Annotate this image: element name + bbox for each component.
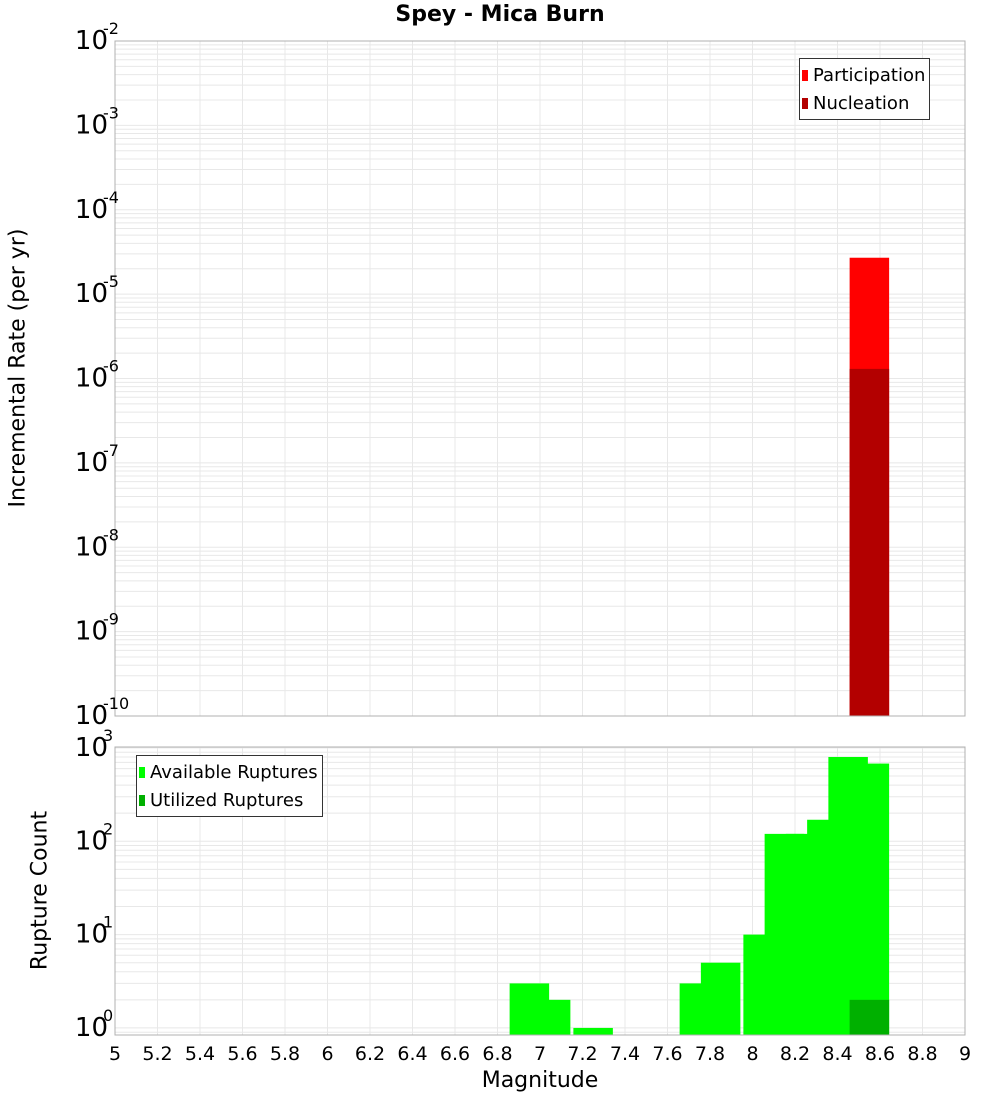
utilized-ruptures-bar xyxy=(849,999,890,1035)
available-swatch-icon xyxy=(139,766,145,778)
top-plot-area xyxy=(114,40,966,717)
top-legend: Participation Nucleation xyxy=(799,58,931,120)
y-tick-exponent: -10 xyxy=(103,694,129,713)
x-tick-label: 8.4 xyxy=(822,1043,852,1065)
x-tick-label: 8.2 xyxy=(780,1043,810,1065)
x-tick-label: 7.4 xyxy=(610,1043,640,1065)
legend-label: Utilized Ruptures xyxy=(150,789,304,811)
legend-item-participation: Participation xyxy=(802,61,925,89)
x-tick-label: 5 xyxy=(109,1043,121,1065)
x-tick-label: 6 xyxy=(321,1043,333,1065)
bottom-legend: Available Ruptures Utilized Ruptures xyxy=(136,755,323,817)
x-tick-label: 7 xyxy=(534,1043,546,1065)
available-ruptures-bar xyxy=(573,1027,613,1035)
y-tick-exponent: -9 xyxy=(103,610,119,629)
legend-label: Participation xyxy=(813,64,926,86)
y-tick-exponent: 1 xyxy=(103,913,113,932)
available-ruptures-bar xyxy=(530,999,571,1035)
y-tick-exponent: -3 xyxy=(103,103,119,122)
bottom-axis-frame xyxy=(114,746,966,1036)
x-tick-label: 6.4 xyxy=(397,1043,427,1065)
utilized-swatch-icon xyxy=(139,794,145,806)
nucleation-bar xyxy=(849,368,890,716)
y-tick-exponent: -2 xyxy=(103,19,119,38)
y-tick-label: 10 xyxy=(75,448,108,478)
y-tick-exponent: 3 xyxy=(103,726,113,745)
x-tick-label: 5.8 xyxy=(270,1043,300,1065)
x-tick-label: 6.6 xyxy=(440,1043,470,1065)
y-tick-label: 10 xyxy=(75,617,108,647)
y-tick-exponent: -8 xyxy=(103,525,119,544)
legend-item-nucleation: Nucleation xyxy=(802,89,925,117)
y-tick-exponent: -4 xyxy=(103,188,119,207)
x-tick-label: 8 xyxy=(746,1043,758,1065)
x-tick-label: 9 xyxy=(959,1043,971,1065)
y-tick-label: 10 xyxy=(75,1013,108,1043)
y-tick-label: 10 xyxy=(75,532,108,562)
available-ruptures-bar xyxy=(849,763,890,1035)
x-tick-label: 5.2 xyxy=(142,1043,172,1065)
nucleation-swatch-icon xyxy=(802,97,808,109)
y-tick-exponent: 0 xyxy=(103,1006,113,1025)
available-ruptures-bar xyxy=(700,962,741,1035)
top-y-axis-label: Incremental Rate (per yr) xyxy=(5,228,31,508)
top-axis-frame xyxy=(114,40,966,717)
x-tick-label: 5.4 xyxy=(185,1043,215,1065)
x-tick-label: 6.2 xyxy=(355,1043,385,1065)
legend-label: Available Ruptures xyxy=(150,761,318,783)
x-tick-label: 8.8 xyxy=(907,1043,937,1065)
y-tick-label: 10 xyxy=(75,826,108,856)
participation-swatch-icon xyxy=(802,69,808,81)
y-tick-label: 10 xyxy=(75,26,108,56)
legend-item-utilized: Utilized Ruptures xyxy=(139,786,318,814)
x-tick-label: 8.6 xyxy=(865,1043,895,1065)
chart-title: Spey - Mica Burn xyxy=(395,2,605,27)
y-tick-exponent: 2 xyxy=(103,819,113,838)
y-tick-label: 10 xyxy=(75,279,108,309)
y-tick-label: 10 xyxy=(75,920,108,950)
legend-label: Nucleation xyxy=(813,92,910,114)
bottom-y-axis-label: Rupture Count xyxy=(27,810,53,971)
y-tick-label: 10 xyxy=(75,364,108,394)
y-tick-label: 10 xyxy=(75,701,108,731)
y-tick-exponent: -5 xyxy=(103,272,119,291)
y-tick-label: 10 xyxy=(75,195,108,225)
y-tick-label: 10 xyxy=(75,110,108,140)
x-tick-label: 7.8 xyxy=(695,1043,725,1065)
y-tick-exponent: -6 xyxy=(103,357,119,376)
x-tick-label: 5.6 xyxy=(227,1043,257,1065)
x-tick-label: 6.8 xyxy=(482,1043,512,1065)
y-tick-exponent: -7 xyxy=(103,441,119,460)
x-tick-label: 7.6 xyxy=(652,1043,682,1065)
x-tick-label: 7.2 xyxy=(567,1043,597,1065)
legend-item-available: Available Ruptures xyxy=(139,758,318,786)
x-axis-label: Magnitude xyxy=(481,1068,599,1093)
y-tick-label: 10 xyxy=(75,733,108,763)
